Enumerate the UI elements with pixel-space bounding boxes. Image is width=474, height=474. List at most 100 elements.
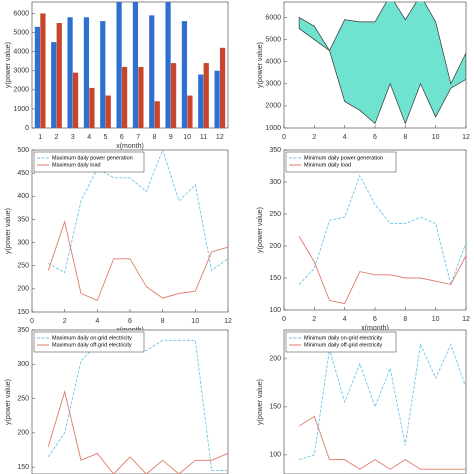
bar bbox=[105, 95, 111, 128]
legend-box bbox=[33, 331, 145, 353]
y-tick-label: 3000 bbox=[13, 68, 29, 75]
bar bbox=[219, 47, 226, 128]
bar bbox=[170, 63, 177, 128]
y-tick-label: 200 bbox=[17, 286, 29, 293]
y-tick-label: 100 bbox=[269, 307, 281, 314]
legend: Maximum daily on-grid electricityMaximum… bbox=[33, 331, 145, 353]
y-tick-label: 4000 bbox=[265, 59, 281, 66]
y-tick-label: 6000 bbox=[265, 14, 281, 21]
bar bbox=[121, 66, 128, 128]
legend-box bbox=[33, 151, 145, 173]
x-tick-label: 8 bbox=[161, 318, 165, 325]
x-tick-label: 2 bbox=[312, 134, 316, 141]
y-axis-label: y(power value) bbox=[257, 42, 264, 88]
x-tick-label: 8 bbox=[153, 134, 157, 141]
bar bbox=[165, 2, 171, 128]
y-tick-label: 300 bbox=[17, 239, 29, 246]
y-tick-label: 1000 bbox=[265, 125, 281, 132]
x-tick-label: 1 bbox=[38, 134, 42, 141]
x-tick-label: 4 bbox=[343, 316, 347, 323]
y-tick-label: 5000 bbox=[265, 36, 281, 43]
x-tick-label: 2 bbox=[55, 134, 59, 141]
x-tick-label: 6 bbox=[128, 318, 132, 325]
x-tick-label: 9 bbox=[169, 134, 173, 141]
x-tick-label: 6 bbox=[373, 134, 377, 141]
y-tick-label: 150 bbox=[17, 309, 29, 316]
y-axis-label: y(power value) bbox=[5, 379, 12, 425]
plot bbox=[298, 174, 466, 305]
y-tick-label: 350 bbox=[17, 327, 29, 334]
line bbox=[48, 150, 228, 274]
x-tick-label: 12 bbox=[462, 316, 470, 323]
plot bbox=[34, 2, 226, 128]
x-tick-label: 0 bbox=[282, 134, 286, 141]
bar bbox=[181, 21, 188, 128]
line bbox=[47, 389, 228, 474]
legend-label: Minimum daily load bbox=[304, 162, 351, 168]
panel: 150 200 250 300 350 y(power value) Maximum dai… bbox=[5, 327, 229, 474]
plot-area bbox=[283, 149, 467, 311]
y-tick-label: 400 bbox=[17, 193, 29, 200]
bar bbox=[100, 21, 106, 128]
bar bbox=[34, 26, 41, 128]
bar bbox=[198, 74, 204, 128]
plot bbox=[47, 150, 228, 302]
x-tick-label: 8 bbox=[403, 316, 407, 323]
y-tick-label: 150 bbox=[269, 275, 281, 282]
x-tick-label: 3 bbox=[71, 134, 75, 141]
x-tick-label: 6 bbox=[120, 134, 124, 141]
x-tick-label: 2 bbox=[312, 316, 316, 323]
legend: Minimum daily on-grid electricityMinimum… bbox=[285, 331, 397, 353]
legend-label: Maximum daily on-grid electricity bbox=[52, 335, 132, 341]
x-tick-label: 0 bbox=[30, 318, 34, 325]
y-axis-label: y(power value) bbox=[257, 379, 264, 425]
plot-area bbox=[31, 1, 229, 129]
bar bbox=[56, 23, 62, 128]
legend-box bbox=[285, 151, 397, 173]
x-tick-label: 10 bbox=[432, 316, 440, 323]
y-tick-label: 2000 bbox=[13, 87, 29, 94]
x-tick-label: 10 bbox=[432, 134, 440, 141]
x-axis-label: x(month) bbox=[361, 325, 389, 332]
legend-label: Minimum daily off-grid electricity bbox=[304, 342, 382, 348]
plot-area bbox=[283, 329, 467, 474]
y-tick-label: 0 bbox=[25, 125, 29, 132]
x-tick-label: 4 bbox=[343, 134, 347, 141]
x-tick-label: 2 bbox=[63, 318, 67, 325]
legend-label: Maximum daily load bbox=[52, 162, 101, 168]
x-tick-label: 12 bbox=[224, 318, 232, 325]
legend-label: Minimum daily power generation bbox=[304, 155, 383, 161]
y-tick-label: 5000 bbox=[13, 29, 29, 36]
bar bbox=[187, 95, 193, 128]
legend-label: Maximum daily off-grid electricity bbox=[52, 342, 132, 348]
x-tick-label: 10 bbox=[191, 318, 199, 325]
y-axis-label: y(power value) bbox=[257, 207, 264, 253]
y-tick-label: 350 bbox=[17, 216, 29, 223]
y-tick-label: 350 bbox=[269, 147, 281, 154]
y-tick-label: 150 bbox=[17, 464, 29, 471]
y-axis-label: y(power value) bbox=[5, 208, 12, 254]
plot bbox=[298, 2, 466, 125]
panel: 0 2 4 6 8 10 12 100 150 200 250 300 350 x(month) y(pow… bbox=[257, 147, 470, 332]
legend-box bbox=[285, 331, 397, 353]
plot bbox=[298, 342, 466, 470]
legend-label: Minimum daily on-grid electricity bbox=[304, 335, 382, 341]
y-tick-label: 250 bbox=[269, 211, 281, 218]
y-tick-label: 3000 bbox=[265, 81, 281, 88]
y-tick-label: 6000 bbox=[13, 10, 29, 17]
legend-label: Maximum daily power generation bbox=[52, 155, 133, 161]
x-tick-label: 12 bbox=[462, 134, 470, 141]
line bbox=[299, 342, 466, 461]
y-tick-label: 250 bbox=[17, 263, 29, 270]
x-axis-label: x(month) bbox=[116, 143, 144, 150]
y-tick-label: 300 bbox=[269, 179, 281, 186]
bar bbox=[149, 15, 155, 128]
x-tick-label: 8 bbox=[403, 134, 407, 141]
x-tick-label: 0 bbox=[282, 316, 286, 323]
x-tick-label: 4 bbox=[95, 318, 99, 325]
panel: 100 150 200 y(power value) Minimum daily on-… bbox=[257, 329, 467, 474]
y-tick-label: 4000 bbox=[13, 48, 29, 55]
y-tick-label: 200 bbox=[17, 430, 29, 437]
bar bbox=[132, 2, 139, 128]
